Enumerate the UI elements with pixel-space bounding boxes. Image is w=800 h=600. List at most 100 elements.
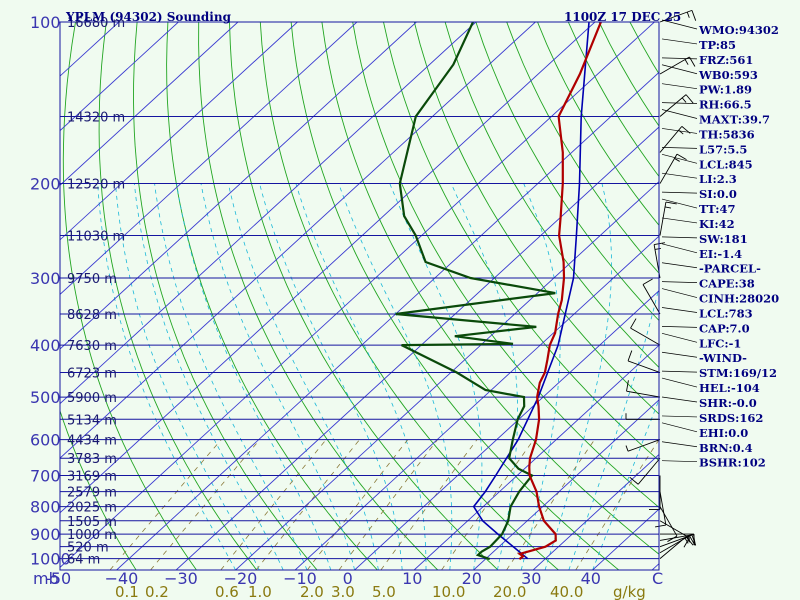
temperature-tick-label: 10 — [402, 569, 422, 588]
mixing-ratio-label: 2.0 — [300, 583, 324, 600]
wind-barb-flag — [654, 247, 661, 250]
wind-barb-flag — [630, 318, 637, 329]
mixing-ratio-label: 10.0 — [432, 583, 465, 600]
isotherm — [60, 22, 417, 350]
mixing-ratio-label: 40.0 — [550, 583, 583, 600]
wind-barb-flag — [686, 11, 690, 18]
index-item: HEL:-104 — [699, 381, 760, 395]
index-item: -WIND- — [699, 351, 747, 365]
index-leader — [661, 153, 698, 164]
height-label: 1505 m — [67, 515, 117, 530]
mixing-ratio-label: 0.2 — [145, 583, 169, 600]
dry-adiabat — [506, 22, 659, 274]
dry-adiabat — [229, 22, 499, 570]
wind-barb-flag — [681, 97, 687, 103]
mixing-ratio-line — [109, 439, 222, 570]
pressure-tick-label: 600 — [30, 431, 61, 450]
index-leader — [661, 243, 698, 254]
temperature-tick-label: -50 — [45, 569, 71, 588]
wind-barb-staff — [659, 9, 693, 23]
isotherm — [60, 22, 536, 459]
wind-barb-staff — [627, 439, 661, 452]
dry-adiabat — [475, 22, 659, 322]
mixing-ratio-label: 0.6 — [215, 583, 239, 600]
mixing-ratio-line — [306, 439, 409, 570]
mixing-ratio-label: 1.0 — [248, 583, 272, 600]
wind-barb-staff — [659, 153, 678, 184]
index-item: RH:66.5 — [699, 98, 752, 112]
moist-adiabat — [259, 183, 403, 570]
index-item: STM:169/12 — [699, 366, 777, 380]
moist-adiabat — [176, 183, 332, 570]
isotherm — [294, 235, 659, 570]
height-label: 3169 m — [67, 470, 117, 485]
index-item: PW:1.89 — [699, 83, 752, 97]
wind-barb-flag — [684, 59, 689, 65]
isotherm — [473, 399, 659, 570]
temperature-tick-label: 40 — [581, 569, 601, 588]
mixing-ratio-label: 5.0 — [372, 583, 396, 600]
isotherm — [60, 22, 179, 132]
mixing-ratio-line — [255, 439, 360, 570]
wind-barb-flag — [665, 201, 677, 205]
wind-barb — [659, 506, 678, 542]
valid-time: 1100Z 17 DEC 25 — [564, 10, 681, 24]
height-label: 5134 m — [67, 413, 117, 428]
index-leader — [661, 396, 698, 403]
index-item: LCL:783 — [699, 306, 753, 320]
mixing-ratio-label: 0.1 — [115, 583, 139, 600]
wind-barb-staff — [659, 534, 693, 548]
index-leader — [661, 236, 698, 239]
index-item: MAXT:39.7 — [699, 113, 770, 127]
height-label: 8628 m — [67, 308, 117, 323]
height-label: 1000 m — [67, 528, 117, 543]
wind-barb-staff — [637, 457, 661, 485]
index-leader — [661, 172, 698, 179]
mixing-ratio-line — [220, 439, 327, 570]
wind-barb — [654, 491, 667, 528]
isotherm — [60, 22, 596, 514]
temperature-tick-label: 0 — [343, 569, 353, 588]
index-item: WB0:593 — [698, 68, 758, 82]
dry-adiabat — [98, 22, 258, 570]
mixing-ratio-unit: g/kg — [613, 583, 646, 600]
isotherm — [532, 453, 659, 570]
temperature-tick-label: −10 — [283, 569, 317, 588]
index-item: TT:47 — [699, 202, 736, 216]
isotherm — [60, 22, 655, 568]
index-leader — [661, 415, 698, 418]
wind-barb — [627, 350, 661, 373]
wind-barb-staff — [659, 491, 667, 526]
wind-barb-flag — [629, 476, 639, 485]
isotherm — [116, 71, 659, 570]
wind-barb-staff — [630, 327, 661, 346]
moist-adiabat — [450, 183, 518, 570]
plot-frame — [59, 21, 660, 571]
moist-adiabat — [133, 183, 284, 570]
temperature-tick-label: −20 — [224, 569, 258, 588]
index-leader — [661, 83, 698, 90]
pressure-tick-label: 500 — [30, 388, 61, 407]
wind-barb-flag — [676, 153, 687, 160]
isotherm — [60, 22, 239, 186]
dry-adiabat — [352, 22, 659, 508]
index-leader — [661, 288, 698, 298]
index-item: BSHR:102 — [699, 456, 766, 470]
wind-barb — [625, 413, 660, 420]
parcel-trace — [472, 22, 590, 560]
moist-adiabat — [154, 183, 308, 570]
isotherm — [60, 22, 298, 241]
temperature-tick-label: −30 — [164, 569, 198, 588]
mixing-ratio-line — [380, 439, 478, 570]
index-leader — [661, 147, 698, 149]
index-item: LI:2.3 — [699, 172, 737, 186]
wind-barb-staff — [626, 390, 661, 398]
wind-barb-flag — [674, 158, 680, 162]
wind-barb-flag — [684, 538, 689, 544]
height-label: 2579 m — [67, 486, 117, 501]
wind-barb — [659, 153, 687, 184]
sounding-traces — [395, 22, 602, 561]
wind-barb-flag — [654, 524, 666, 528]
